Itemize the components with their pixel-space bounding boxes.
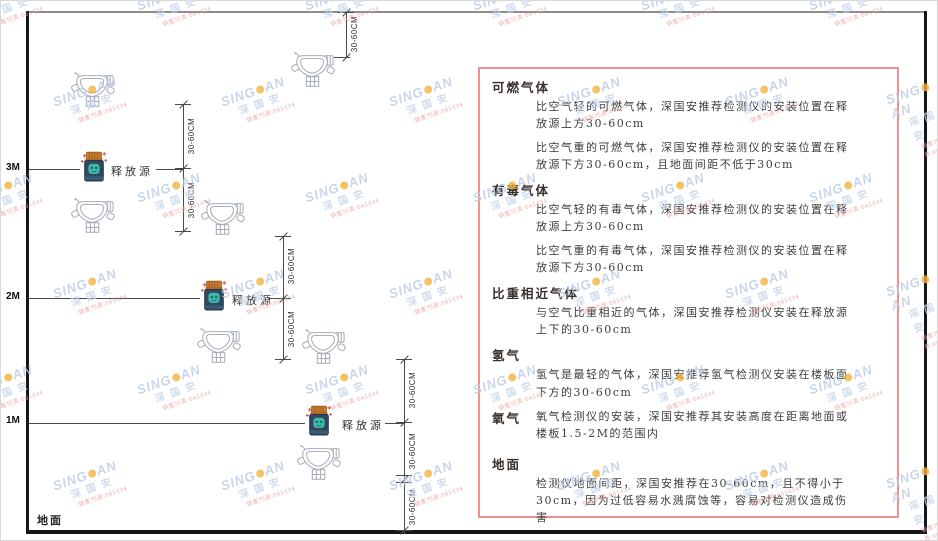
section-title: 氧气 [492, 410, 522, 426]
section-hydrogen: 氢气 氢气是最轻的气体，深国安推荐氢气检测仪安装在楼板面下方的30-60cm [492, 345, 885, 400]
note-paragraph: 氢气是最轻的气体，深国安推荐氢气检测仪安装在楼板面下方的30-60cm [536, 368, 849, 399]
ground-label: 地面 [37, 514, 63, 527]
dimension-label: 30-60CM [408, 371, 417, 409]
section-title: 地面 [492, 456, 522, 472]
gas-detector-icon [201, 199, 245, 237]
section-title: 比重相近气体 [492, 286, 580, 302]
release-source-label: 释放源 [342, 419, 384, 432]
note-paragraph: 比空气重的有毒气体，深国安推荐检测仪的安装位置在释放源下方30-60cm [536, 244, 849, 275]
gas-detector-icon [197, 327, 241, 365]
section-similar-density-gas: 比重相近气体 与空气比重相近的气体，深国安推荐检测仪安装在释放源上下的30-60… [492, 283, 885, 338]
section-toxic-gas: 有毒气体 比空气轻的有毒气体，深国安推荐检测仪的安装位置在释放源上方30-60c… [492, 180, 885, 276]
dimension-label: 30-60CM [187, 181, 196, 219]
section-combustible-gas: 可燃气体 比空气轻的可燃气体，深国安推荐检测仪的安装位置在释放源上方30-60c… [492, 77, 885, 173]
dimension-label: 30-60CM [408, 488, 417, 526]
leader-3m-dim [156, 169, 183, 170]
height-label-2m: 2M [6, 291, 20, 302]
gas-detector-icon [291, 51, 335, 89]
gas-detector-icon [71, 197, 115, 235]
left-wall-line [26, 11, 29, 534]
gas-detector-icon [302, 328, 346, 366]
release-source-label: 释放源 [232, 294, 274, 307]
note-paragraph: 比空气轻的有毒气体，深国安推荐检测仪的安装位置在释放源上方30-60cm [536, 203, 849, 234]
gas-detector-icon [71, 71, 115, 109]
dimension-label: 30-60CM [187, 117, 196, 155]
release-source-icon [80, 151, 108, 183]
dimension-label: 30-60CM [287, 247, 296, 285]
section-title: 有毒气体 [492, 183, 551, 199]
note-paragraph: 比空气轻的可燃气体，深国安推荐检测仪的安装位置在释放源上方30-60cm [536, 100, 849, 131]
height-label-3m: 3M [6, 162, 20, 173]
dimension-label: 30-60CM [350, 15, 359, 53]
dimension-label: 30-60CM [408, 432, 417, 470]
note-paragraph: 与空气比重相近的气体，深国安推荐检测仪安装在释放源上下的30-60cm [536, 306, 849, 337]
leader-3m [29, 169, 80, 170]
release-source-label: 释放源 [111, 165, 153, 178]
dimension-label: 30-60CM [287, 310, 296, 348]
note-paragraph: 氧气检测仪的安装，深国安推荐其安装高度在距离地面或楼板1.5-2M的范围内 [536, 409, 849, 440]
section-title: 可燃气体 [492, 80, 551, 95]
right-wall-line [924, 11, 927, 534]
release-source-icon [200, 280, 228, 312]
note-paragraph: 检测仪地面间距，深国安推荐在30-60cm，且不得小于30cm，因为过低容易水溅… [536, 476, 848, 524]
leader-2m [29, 298, 200, 299]
leader-1m [29, 423, 305, 424]
leader-1m-dim [385, 423, 404, 424]
note-paragraph: 比空气重的可燃气体，深国安推荐检测仪的安装位置在释放源下方30-60cm，且地面… [536, 141, 849, 172]
section-oxygen: 氧气 氧气检测仪的安装，深国安推荐其安装高度在距离地面或楼板1.5-2M的范围内 [492, 408, 885, 449]
section-ground: 地面 检测仪地面间距，深国安推荐在30-60cm，且不得小于30cm，因为过低容… [492, 454, 885, 526]
gas-detector-icon [297, 444, 341, 482]
floor-line [26, 530, 927, 534]
section-title: 氢气 [492, 348, 522, 364]
installation-notes-panel: 可燃气体 比空气轻的可燃气体，深国安推荐检测仪的安装位置在释放源上方30-60c… [478, 67, 899, 524]
height-label-1m: 1M [6, 415, 20, 426]
ceiling-line [26, 11, 927, 13]
release-source-icon [305, 405, 333, 437]
